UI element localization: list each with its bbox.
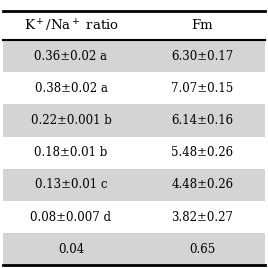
Text: 6.14±0.16: 6.14±0.16: [171, 114, 233, 127]
Text: 0.65: 0.65: [189, 243, 215, 256]
Text: 0.08±0.007 d: 0.08±0.007 d: [31, 211, 111, 224]
Text: 3.82±0.27: 3.82±0.27: [171, 211, 233, 224]
Text: 0.13±0.01 c: 0.13±0.01 c: [35, 178, 107, 191]
Text: K$^+$/Na$^+$ ratio: K$^+$/Na$^+$ ratio: [24, 17, 118, 34]
Text: 0.36±0.02 a: 0.36±0.02 a: [35, 50, 107, 63]
Text: 4.48±0.26: 4.48±0.26: [171, 178, 233, 191]
Text: 0.38±0.02 a: 0.38±0.02 a: [35, 82, 107, 95]
Text: 7.07±0.15: 7.07±0.15: [171, 82, 233, 95]
Text: 0.22±0.001 b: 0.22±0.001 b: [31, 114, 111, 127]
Text: 0.18±0.01 b: 0.18±0.01 b: [34, 146, 108, 159]
Text: 6.30±0.17: 6.30±0.17: [171, 50, 233, 63]
Text: 0.04: 0.04: [58, 243, 84, 256]
Text: 5.48±0.26: 5.48±0.26: [171, 146, 233, 159]
Text: Fm: Fm: [191, 19, 213, 32]
